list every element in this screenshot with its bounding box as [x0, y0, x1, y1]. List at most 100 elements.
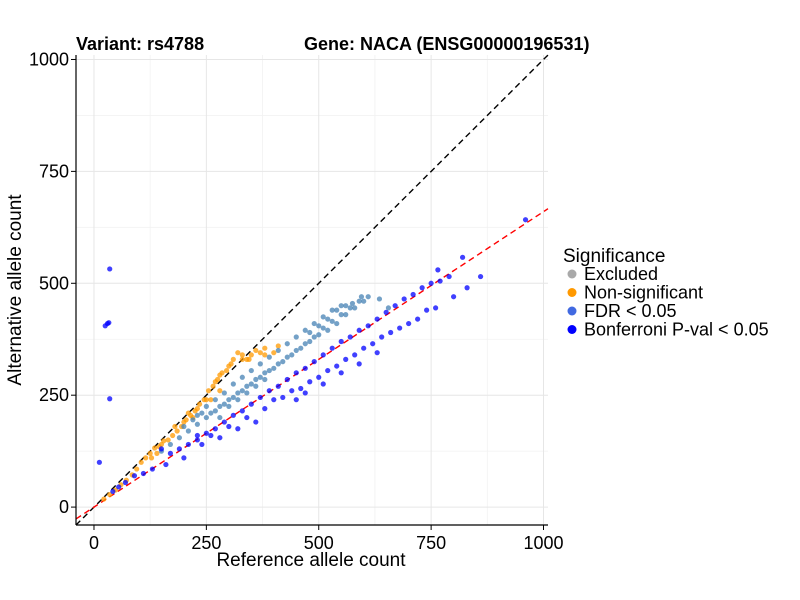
point-fdr-0-05: [212, 408, 218, 414]
point-non-significant: [239, 352, 245, 358]
point-bonferroni-p-val-0-05: [163, 461, 169, 468]
point-non-significant: [248, 352, 254, 358]
point-bonferroni-p-val-0-05: [262, 406, 268, 412]
point-bonferroni-p-val-0-05: [122, 479, 129, 486]
point-fdr-0-05: [257, 374, 263, 380]
point-fdr-0-05: [307, 329, 313, 336]
point-fdr-0-05: [199, 410, 205, 416]
point-bonferroni-p-val-0-05: [325, 367, 331, 374]
point-bonferroni-p-val-0-05: [406, 320, 412, 327]
point-fdr-0-05: [248, 381, 254, 387]
point-bonferroni-p-val-0-05: [293, 397, 299, 403]
point-bonferroni-p-val-0-05: [131, 473, 138, 479]
point-non-significant: [147, 450, 153, 456]
point-bonferroni-p-val-0-05: [424, 307, 430, 313]
legend-label-2: FDR < 0.05: [584, 301, 677, 321]
point-fdr-0-05: [181, 423, 187, 430]
x-tick-label: 1000: [523, 533, 563, 553]
point-fdr-0-05: [376, 296, 383, 302]
x-tick-label: 750: [416, 533, 446, 553]
point-fdr-0-05: [167, 441, 173, 448]
point-non-significant: [228, 361, 234, 367]
point-bonferroni-p-val-0-05: [388, 329, 394, 336]
point-fdr-0-05: [343, 312, 349, 318]
point-bonferroni-p-val-0-05: [217, 435, 223, 441]
point-bonferroni-p-val-0-05: [419, 285, 425, 291]
point-bonferroni-p-val-0-05: [338, 370, 344, 376]
point-bonferroni-p-val-0-05: [106, 320, 112, 326]
point-bonferroni-p-val-0-05: [374, 350, 380, 356]
point-fdr-0-05: [293, 347, 299, 354]
point-bonferroni-p-val-0-05: [415, 316, 421, 322]
point-bonferroni-p-val-0-05: [437, 278, 443, 284]
point-bonferroni-p-val-0-05: [316, 374, 322, 380]
point-bonferroni-p-val-0-05: [334, 363, 340, 369]
point-non-significant: [230, 356, 236, 362]
point-bonferroni-p-val-0-05: [446, 273, 452, 280]
point-non-significant: [134, 466, 140, 472]
point-fdr-0-05: [329, 307, 335, 313]
title-gene: Gene: NACA (ENSG00000196531): [304, 34, 589, 54]
grid-lines: [76, 55, 548, 525]
point-non-significant: [262, 352, 268, 358]
point-fdr-0-05: [302, 327, 308, 333]
x-axis-title: Reference allele count: [216, 550, 406, 571]
point-non-significant: [152, 445, 158, 451]
point-fdr-0-05: [316, 323, 322, 329]
point-bonferroni-p-val-0-05: [208, 432, 214, 439]
point-bonferroni-p-val-0-05: [433, 305, 439, 311]
point-bonferroni-p-val-0-05: [392, 303, 398, 309]
point-fdr-0-05: [176, 435, 182, 441]
point-fdr-0-05: [217, 403, 223, 409]
y-tick-label: 1000: [29, 49, 69, 69]
point-fdr-0-05: [235, 397, 241, 403]
point-fdr-0-05: [284, 341, 290, 347]
point-bonferroni-p-val-0-05: [428, 280, 434, 286]
point-non-significant: [165, 437, 171, 443]
point-non-significant: [262, 345, 268, 351]
point-bonferroni-p-val-0-05: [320, 352, 326, 358]
point-fdr-0-05: [244, 390, 250, 396]
legend-swatch-1: [567, 288, 577, 297]
point-bonferroni-p-val-0-05: [311, 359, 317, 365]
point-fdr-0-05: [361, 298, 367, 304]
point-non-significant: [206, 388, 212, 394]
point-non-significant: [107, 491, 113, 498]
point-fdr-0-05: [271, 365, 277, 371]
fit-reference-line: [75, 208, 549, 520]
point-non-significant: [210, 383, 216, 389]
legend: Significance ExcludedNon-significantFDR …: [563, 246, 769, 340]
point-fdr-0-05: [338, 303, 344, 309]
point-fdr-0-05: [221, 390, 227, 396]
point-bonferroni-p-val-0-05: [356, 361, 362, 367]
point-bonferroni-p-val-0-05: [451, 294, 457, 300]
point-bonferroni-p-val-0-05: [226, 423, 232, 430]
point-non-significant: [217, 372, 223, 378]
point-bonferroni-p-val-0-05: [194, 432, 200, 439]
point-fdr-0-05: [275, 361, 281, 367]
point-bonferroni-p-val-0-05: [158, 446, 165, 452]
point-non-significant: [223, 367, 230, 374]
point-bonferroni-p-val-0-05: [401, 296, 407, 302]
point-bonferroni-p-val-0-05: [522, 217, 529, 223]
point-bonferroni-p-val-0-05: [107, 266, 113, 272]
y-axis-title: Alternative allele count: [5, 194, 26, 386]
point-bonferroni-p-val-0-05: [320, 381, 326, 387]
point-bonferroni-p-val-0-05: [275, 383, 281, 389]
y-tick-label: 0: [59, 497, 69, 517]
point-bonferroni-p-val-0-05: [329, 345, 335, 351]
point-non-significant: [174, 428, 180, 434]
y-tick-label: 500: [39, 273, 69, 293]
point-bonferroni-p-val-0-05: [235, 426, 241, 432]
x-axis-ticks: 0 250 500 750 1000: [89, 525, 564, 553]
point-bonferroni-p-val-0-05: [365, 323, 371, 329]
point-bonferroni-p-val-0-05: [266, 388, 272, 394]
point-non-significant: [138, 459, 144, 465]
point-bonferroni-p-val-0-05: [110, 488, 116, 495]
legend-swatch-2: [567, 306, 577, 316]
point-non-significant: [181, 419, 187, 425]
point-fdr-0-05: [194, 421, 200, 427]
point-fdr-0-05: [358, 294, 365, 300]
legend-label-1: Non-significant: [584, 283, 703, 303]
